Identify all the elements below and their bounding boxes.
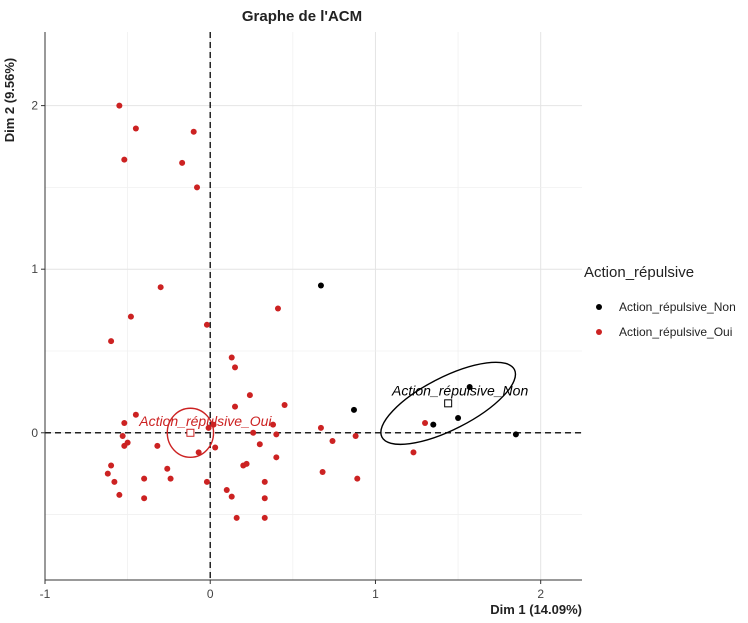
data-points [104, 102, 519, 521]
y-tick-label: 1 [31, 262, 38, 276]
data-point [317, 282, 324, 289]
data-point [141, 495, 148, 502]
y-tick-label: 2 [31, 99, 38, 113]
data-point [273, 454, 280, 461]
x-tick-label: 0 [207, 587, 214, 601]
legend-swatch-oui [596, 329, 602, 335]
data-point [108, 338, 115, 345]
data-point [430, 421, 437, 428]
data-point [164, 465, 171, 472]
data-point [261, 478, 268, 485]
data-point [228, 354, 235, 361]
data-point [329, 437, 336, 444]
x-axis-title: Dim 1 (14.09%) [490, 602, 582, 617]
data-point [116, 102, 123, 109]
data-point [466, 383, 473, 390]
data-point [111, 478, 118, 485]
data-point [203, 478, 210, 485]
data-point [210, 421, 217, 428]
legend: Action_répulsive Action_répulsive_Non Ac… [584, 264, 736, 339]
data-point [119, 433, 126, 440]
data-point [108, 462, 115, 469]
data-point [281, 401, 288, 408]
legend-label-oui: Action_répulsive_Oui [619, 325, 732, 339]
data-point [132, 411, 139, 418]
centroid-label: Action_répulsive_Non [391, 382, 528, 398]
x-tick-label: 2 [537, 587, 544, 601]
data-point [410, 449, 417, 456]
data-point [190, 128, 197, 135]
y-axis-title: Dim 2 (9.56%) [2, 58, 17, 143]
data-point [121, 419, 128, 426]
data-point [228, 493, 235, 500]
data-point [121, 156, 128, 163]
y-tick-label: 0 [31, 426, 38, 440]
data-point [261, 495, 268, 502]
data-point [350, 406, 357, 413]
chart-title: Graphe de l'ACM [242, 8, 362, 25]
data-point [274, 305, 281, 312]
y-axis-ticks: 0 1 2 [31, 99, 45, 440]
data-point [250, 429, 257, 436]
centroid-marker [186, 428, 195, 437]
data-point [246, 392, 253, 399]
data-point [455, 415, 462, 422]
data-point [317, 424, 324, 431]
data-point [256, 441, 263, 448]
data-point [232, 364, 239, 371]
centroid-marker [444, 399, 453, 408]
data-point [352, 433, 359, 440]
data-point [273, 431, 280, 438]
centroid-label: Action_répulsive_Oui [138, 413, 272, 429]
reference-lines [45, 32, 582, 580]
data-point [319, 469, 326, 476]
data-point [243, 460, 250, 467]
data-point [194, 184, 201, 191]
legend-title: Action_répulsive [584, 264, 694, 281]
data-point [205, 424, 212, 431]
data-point [354, 475, 361, 482]
data-point [195, 449, 202, 456]
data-point [116, 491, 123, 498]
category-centroids: Action_répulsive_Non Action_répulsive_Oui [138, 382, 528, 437]
plot-panel [45, 32, 582, 580]
legend-swatch-non [596, 304, 602, 310]
data-point [270, 421, 277, 428]
data-point [232, 403, 239, 410]
data-point [179, 159, 186, 166]
x-tick-label: 1 [372, 587, 379, 601]
confidence-ellipses [166, 361, 517, 459]
data-point [104, 470, 111, 477]
data-point [223, 487, 230, 494]
data-point [154, 442, 161, 449]
confidence-ellipse [380, 361, 517, 446]
data-point [203, 321, 210, 328]
data-point [422, 419, 429, 426]
data-point [261, 514, 268, 521]
data-point [127, 313, 134, 320]
data-point [212, 444, 219, 451]
legend-label-non: Action_répulsive_Non [619, 300, 736, 314]
data-point [233, 514, 240, 521]
confidence-ellipse [166, 407, 215, 459]
grid [44, 32, 582, 581]
data-point [512, 431, 519, 438]
data-point [121, 442, 128, 449]
data-point [132, 125, 139, 132]
x-tick-label: -1 [40, 587, 51, 601]
data-point [157, 284, 164, 291]
data-point [167, 475, 174, 482]
x-axis-ticks: -1 0 1 2 [40, 580, 544, 601]
data-point [141, 475, 148, 482]
